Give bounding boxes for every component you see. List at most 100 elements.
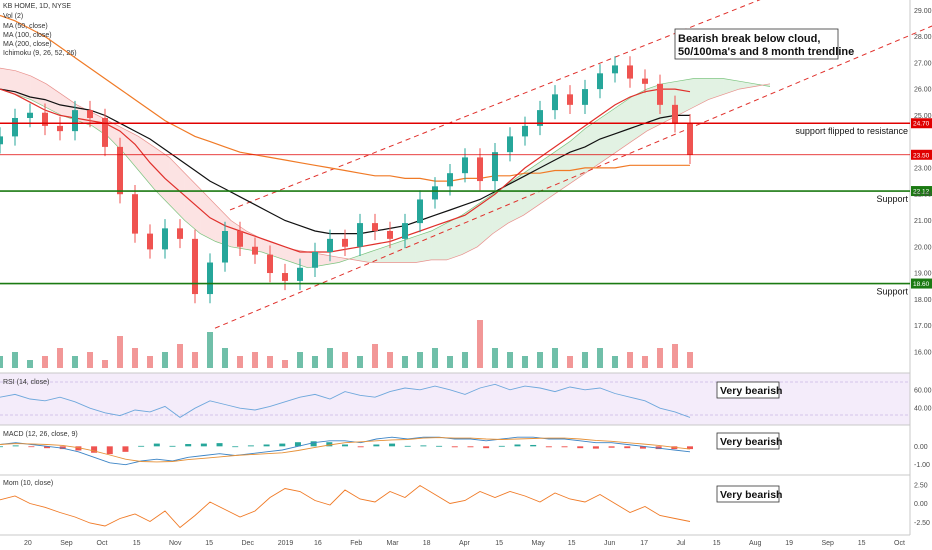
candle-body (432, 186, 438, 200)
volume-bar (627, 352, 633, 368)
price-tick-label: 25.00 (914, 113, 932, 120)
candle-body (192, 238, 198, 295)
annotation-macd-text: Very bearish (720, 436, 782, 448)
time-tick-label: Nov (169, 540, 182, 547)
macd-histogram-bar (28, 446, 35, 448)
time-tick-label: May (532, 540, 546, 547)
volume-bar (207, 332, 213, 368)
cloud-segment (708, 78, 724, 100)
annotation-macd: Very bearish (716, 432, 782, 450)
macd-histogram-bar (138, 445, 145, 447)
volume-bar (537, 352, 543, 368)
macd-histogram-bar (44, 446, 51, 449)
cloud-segment (477, 194, 493, 247)
macd-histogram-bar (467, 446, 474, 448)
volume-bar (297, 352, 303, 368)
candle-body (567, 94, 573, 105)
candle-body (87, 110, 93, 118)
macd-histogram-bar (530, 444, 537, 447)
level-price-label: 23.50 (913, 152, 930, 159)
volume-bar (27, 360, 33, 368)
candle-body (672, 104, 678, 124)
price-candles (0, 56, 693, 304)
annotation-rsi: Very bearish (716, 381, 782, 399)
level-price-label: 22.12 (913, 189, 930, 196)
mom-legend: Mom (10, close) (3, 480, 53, 487)
time-tick-label: 17 (640, 540, 648, 547)
candle-body (147, 233, 153, 250)
price-tick-label: 16.00 (914, 349, 932, 356)
macd-histogram-bar (0, 446, 3, 448)
candle-body (402, 223, 408, 239)
volume-bar (342, 352, 348, 368)
macd-tick-label: -1.00 (914, 462, 930, 469)
price-tick-label: 19.00 (914, 271, 932, 278)
time-tick-label: Sep (60, 540, 73, 547)
rsi-tick-label: 40.00 (914, 406, 932, 413)
volume-bar (447, 356, 453, 368)
volume-bar (327, 348, 333, 368)
volume-bar (87, 352, 93, 368)
macd-histogram-bar (185, 444, 192, 447)
trend-channel (214, 0, 932, 329)
macd-histogram-bar (514, 444, 521, 447)
channel-lower-line (214, 25, 932, 329)
macd-tick-label: 0.00 (914, 444, 928, 451)
time-tick-label: Dec (242, 540, 255, 547)
macd-histogram-bar (294, 442, 301, 447)
candle-body (387, 230, 393, 239)
candle-body (267, 254, 273, 274)
candle-body (522, 125, 528, 137)
legend-ma200: MA (200, close) (3, 41, 52, 48)
cloud-segment (631, 89, 647, 142)
candle-body (252, 246, 258, 255)
macd-histogram-bar (545, 446, 552, 448)
volume-bar (0, 356, 3, 368)
macd-histogram-bar (326, 442, 333, 447)
price-tick-label: 23.00 (914, 165, 932, 172)
price-tick-label: 27.00 (914, 60, 932, 67)
volume-bar (642, 356, 648, 368)
level-annotation: support flipped to resistance (795, 126, 908, 136)
rsi-legend: RSI (14, close) (3, 379, 49, 386)
macd-histogram-bar (687, 446, 693, 450)
macd-histogram-bar (389, 443, 396, 447)
volume-bar (432, 348, 438, 368)
candle-body (102, 117, 108, 147)
volume-bar (492, 348, 498, 368)
volume-bar (597, 348, 603, 368)
volume-bar (147, 356, 153, 368)
cloud-segment (184, 173, 201, 234)
volume-bar (672, 344, 678, 368)
macd-histogram-bar (436, 445, 443, 447)
time-tick-label: Feb (350, 540, 362, 547)
candle-body (507, 136, 513, 153)
cloud-span-b-line (0, 67, 771, 263)
macd-histogram-bar (279, 443, 286, 447)
cloud-segment (400, 236, 416, 263)
time-tick-label: 16 (314, 540, 322, 547)
cloud-segment (385, 241, 401, 263)
level-price-tag (911, 186, 932, 197)
candle-body (27, 112, 33, 118)
annotation-main-box (674, 28, 839, 60)
annotation-rsi-box (716, 381, 780, 399)
candle-body (72, 110, 78, 132)
volume-bar (132, 348, 138, 368)
time-tick-label: 15 (858, 540, 866, 547)
price-tick-label: 22.00 (914, 192, 932, 199)
time-tick-label: Jul (677, 540, 686, 547)
macd-histogram-bar (122, 446, 129, 452)
cloud-span-a-line (0, 78, 771, 269)
cloud-segment (354, 252, 370, 263)
candle-body (177, 228, 183, 239)
time-tick-label: Sep (822, 540, 835, 547)
price-tick-label: 17.00 (914, 323, 932, 330)
macd-histogram-bar (608, 446, 615, 448)
volume-bar (417, 352, 423, 368)
macd-histogram-bar (404, 445, 411, 447)
price-tick-label: 29.00 (914, 8, 932, 15)
volume-bar (267, 356, 273, 368)
time-tick-label: 15 (713, 540, 721, 547)
